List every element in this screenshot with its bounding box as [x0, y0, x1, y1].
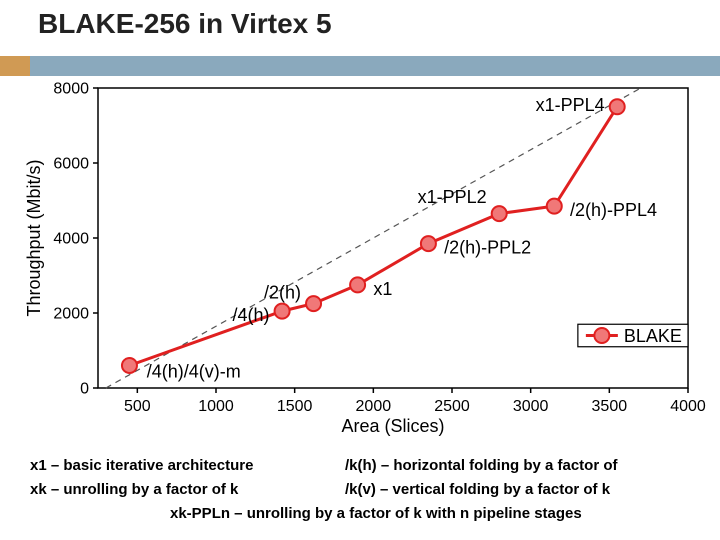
- svg-text:1000: 1000: [198, 398, 234, 415]
- svg-text:/2(h): /2(h): [264, 283, 301, 303]
- svg-text:/4(h)/4(v)-m: /4(h)/4(v)-m: [147, 361, 241, 381]
- svg-text:/2(h)-PPL4: /2(h)-PPL4: [570, 200, 657, 220]
- legend-text-block: x1 – basic iterative architecture /k(h) …: [30, 454, 720, 526]
- chart-container: 500 1000 1500 2000 2500 3000 3500 4000 0 2000 4000…: [20, 80, 710, 440]
- svg-text:1500: 1500: [277, 398, 313, 415]
- svg-text:/4(h): /4(h): [232, 305, 269, 325]
- svg-text:3500: 3500: [592, 398, 628, 415]
- svg-text:/2(h)-PPL2: /2(h)-PPL2: [444, 238, 531, 258]
- note-xk: xk – unrolling by a factor of k: [30, 478, 345, 502]
- chart-svg: 500 1000 1500 2000 2500 3000 3500 4000 0 2000 4000…: [20, 80, 710, 440]
- svg-text:x1-PPL2: x1-PPL2: [418, 187, 487, 207]
- header-bar: [30, 56, 720, 76]
- svg-text:500: 500: [124, 398, 151, 415]
- accent-bar: [0, 56, 30, 76]
- svg-text:6000: 6000: [53, 156, 89, 173]
- svg-text:2500: 2500: [434, 398, 470, 415]
- svg-text:4000: 4000: [670, 398, 706, 415]
- svg-text:3000: 3000: [513, 398, 549, 415]
- note-kh: /k(h) – horizontal folding by a factor o…: [345, 454, 715, 478]
- svg-text:2000: 2000: [53, 306, 89, 323]
- note-x1: x1 – basic iterative architecture: [30, 454, 345, 478]
- note-ppl: xk-PPLn – unrolling by a factor of k wit…: [30, 502, 582, 526]
- slide-title: BLAKE-256 in Virtex 5: [38, 8, 332, 40]
- svg-text:8000: 8000: [53, 81, 89, 98]
- svg-text:2000: 2000: [356, 398, 392, 415]
- svg-text:x1-PPL4: x1-PPL4: [536, 95, 605, 115]
- svg-text:4000: 4000: [53, 231, 89, 248]
- svg-text:0: 0: [80, 381, 89, 398]
- svg-text:x1: x1: [373, 279, 392, 299]
- note-kv: /k(v) – vertical folding by a factor of …: [345, 478, 715, 502]
- svg-text:Throughput (Mbit/s): Throughput (Mbit/s): [24, 159, 44, 316]
- svg-text:Area (Slices): Area (Slices): [341, 416, 444, 436]
- svg-text:BLAKE: BLAKE: [624, 326, 682, 346]
